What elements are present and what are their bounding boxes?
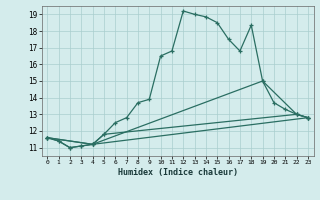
X-axis label: Humidex (Indice chaleur): Humidex (Indice chaleur) — [118, 168, 237, 177]
